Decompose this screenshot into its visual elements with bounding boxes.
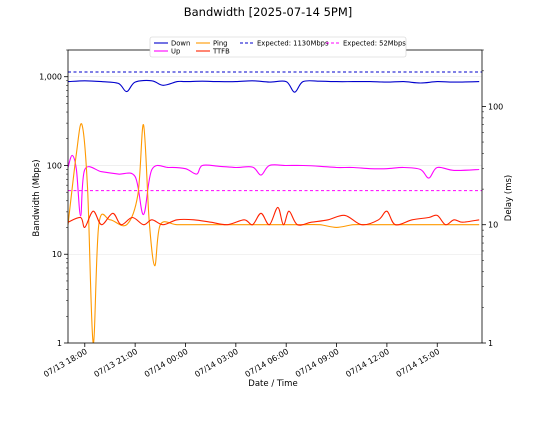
x-axis-tick-label: 07/14 09:00 [294, 347, 341, 379]
legend-label: Up [171, 47, 180, 55]
legend-label: TTFB [212, 47, 230, 55]
y-axis-label: Bandwidth (Mbps) [32, 159, 42, 236]
y-axis-label-right: Delay (ms) [504, 175, 514, 221]
right-axis-tick-label: 100 [488, 102, 503, 111]
series-line-ping [68, 123, 480, 343]
x-axis-label: Date / Time [248, 379, 297, 389]
x-axis-tick-label: 07/14 15:00 [395, 347, 442, 379]
series-line-up [68, 154, 480, 217]
left-axis-tick-label: 1 [57, 339, 62, 348]
legend-label: Expected: 52Mbps [343, 39, 406, 47]
x-axis-tick-label: 07/14 12:00 [344, 347, 391, 379]
x-axis-tick-label: 07/14 00:00 [143, 347, 190, 379]
x-axis: 07/13 18:00 07/13 21:00 07/14 00:00 07/14 0… [42, 343, 441, 379]
x-axis-tick-label: 07/14 06:00 [244, 347, 291, 379]
series-layer [68, 71, 482, 343]
left-axis-tick-label: 100 [47, 161, 62, 170]
right-axis-tick-label: 1 [488, 339, 493, 348]
x-axis-tick-label: 07/14 03:00 [193, 347, 240, 379]
right-axis-tick-label: 10 [488, 221, 498, 230]
legend-box [149, 36, 407, 58]
series-line-ttfb [68, 206, 480, 228]
series-line-down [68, 79, 480, 93]
chart-title: Bandwidth [2025-07-14 5PM] [184, 5, 353, 19]
left-axis-tick-label: 10 [52, 250, 62, 259]
left-axis-tick-label: 1,000 [39, 73, 62, 82]
plot-frame [67, 49, 483, 344]
left-axis: 1 10 100 1,000 [39, 49, 68, 348]
legend-label: Down [171, 39, 190, 47]
legend-label: Expected: 1130Mbps [257, 39, 329, 47]
legend-label: Ping [213, 39, 227, 47]
gridlines [68, 76, 482, 255]
x-axis-tick-label: 07/13 21:00 [92, 347, 139, 379]
right-axis: 1 10 100 [482, 49, 503, 348]
x-axis-tick-label: 07/13 18:00 [42, 347, 89, 379]
